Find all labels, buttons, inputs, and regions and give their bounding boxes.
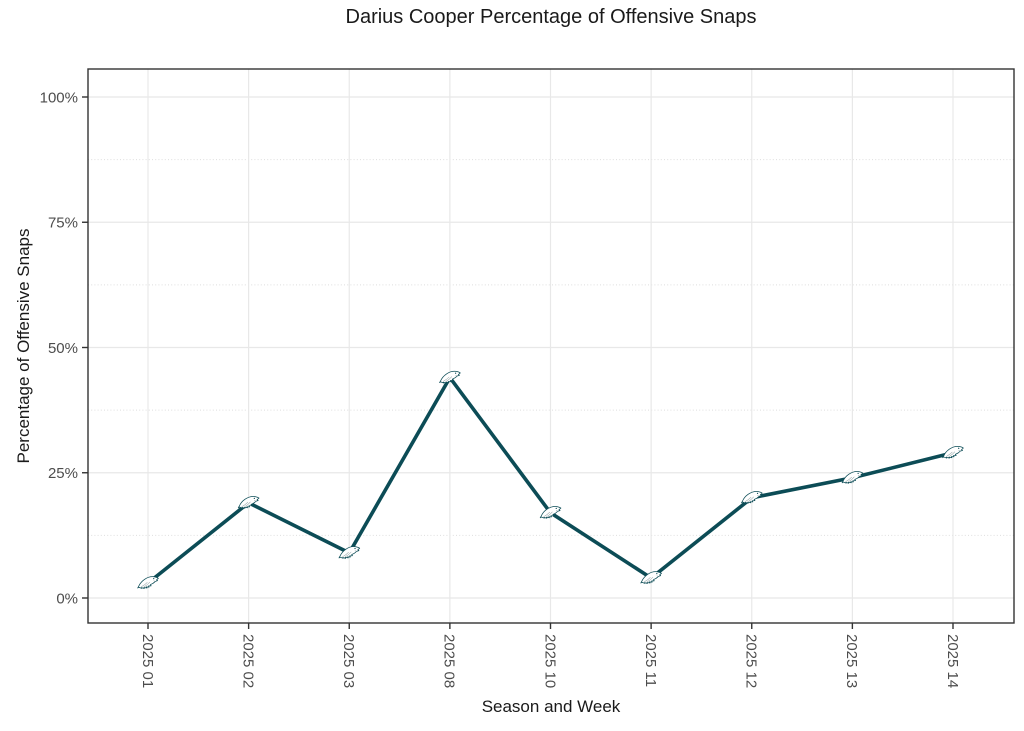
x-tick-label: 2025 10 [541, 634, 558, 688]
gridlines-minor [88, 159, 1014, 536]
y-tick-label: 25% [48, 465, 78, 482]
y-tick-label: 0% [56, 590, 78, 607]
y-axis-ticks: 0% 25% 50% 75% 100% [40, 89, 88, 607]
x-tick-label: 2025 01 [139, 634, 156, 688]
x-tick-label: 2025 13 [843, 634, 860, 688]
x-tick-label: 2025 02 [239, 634, 256, 688]
y-tick-label: 100% [40, 89, 78, 106]
y-tick-label: 75% [48, 215, 78, 232]
gridlines-vertical [147, 69, 954, 623]
x-tick-label: 2025 12 [743, 634, 760, 688]
x-tick-label: 2025 08 [441, 634, 458, 688]
x-tick-label: 2025 11 [642, 634, 659, 687]
x-axis-ticks: 2025 01 2025 02 2025 03 2025 08 2025 10 2025 … [139, 623, 961, 688]
x-tick-label: 2025 03 [340, 634, 357, 688]
x-axis-title: Season and Week [481, 697, 621, 716]
chart-title: Darius Cooper Percentage of Offensive Sn… [345, 6, 757, 28]
y-axis-title: Percentage of Offensive Snaps [14, 228, 33, 464]
y-tick-label: 50% [48, 340, 78, 357]
x-tick-label: 2025 14 [944, 634, 961, 688]
